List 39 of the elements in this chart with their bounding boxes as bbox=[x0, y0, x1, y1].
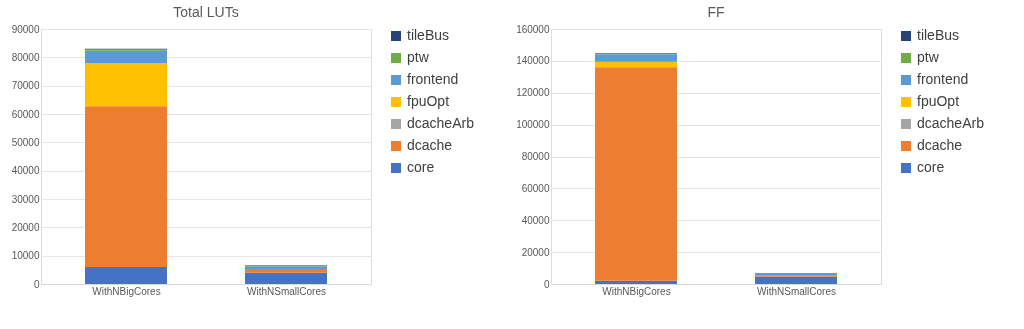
y-tick-label: 120000 bbox=[516, 87, 550, 99]
legend-label: tileBus bbox=[917, 27, 960, 43]
y-tick-label: 30000 bbox=[11, 193, 40, 205]
chart-title: FF bbox=[707, 4, 725, 20]
y-tick-label: 70000 bbox=[11, 80, 40, 92]
x-tick-label: WithNBigCores bbox=[92, 285, 161, 297]
x-tick-label: WithNBigCores bbox=[602, 285, 671, 297]
legend-label: frontend bbox=[917, 71, 969, 87]
y-tick-label: 90000 bbox=[11, 23, 40, 35]
chart-title: Total LUTs bbox=[173, 4, 239, 20]
y-tick-label: 160000 bbox=[516, 23, 550, 35]
legend-label: ptw bbox=[917, 49, 940, 65]
legend-label: ptw bbox=[407, 49, 430, 65]
legend-label: fpuOpt bbox=[407, 93, 450, 109]
legend-label: frontend bbox=[407, 71, 459, 87]
y-tick-label: 50000 bbox=[11, 136, 40, 148]
legend-label: tileBus bbox=[407, 27, 450, 43]
y-tick-label: 100000 bbox=[516, 119, 550, 131]
y-tick-label: 60000 bbox=[11, 108, 40, 120]
legend-label: fpuOpt bbox=[917, 93, 960, 109]
y-tick-label: 40000 bbox=[11, 165, 40, 177]
y-tick-label: 80000 bbox=[11, 51, 40, 63]
y-tick-label: 20000 bbox=[11, 221, 40, 233]
y-tick-label: 10000 bbox=[11, 250, 40, 262]
y-tick-label: 40000 bbox=[521, 214, 550, 226]
x-tick-label: WithNSmallCores bbox=[757, 285, 836, 297]
y-tick-label: 60000 bbox=[521, 182, 550, 194]
y-tick-label: 80000 bbox=[521, 151, 550, 162]
legend-label: dcacheArb bbox=[407, 115, 475, 131]
y-tick-label: 140000 bbox=[516, 55, 550, 67]
legend-label: dcache bbox=[917, 137, 963, 153]
legend-label: dcache bbox=[407, 137, 453, 153]
legend-label: core bbox=[917, 159, 945, 175]
y-tick-label: 20000 bbox=[521, 246, 550, 258]
legend-label: core bbox=[407, 159, 435, 175]
y-tick-label: 0 bbox=[33, 278, 40, 290]
y-tick-label: 0 bbox=[543, 278, 550, 290]
legend-label: dcacheArb bbox=[917, 115, 985, 131]
x-tick-label: WithNSmallCores bbox=[247, 285, 326, 297]
